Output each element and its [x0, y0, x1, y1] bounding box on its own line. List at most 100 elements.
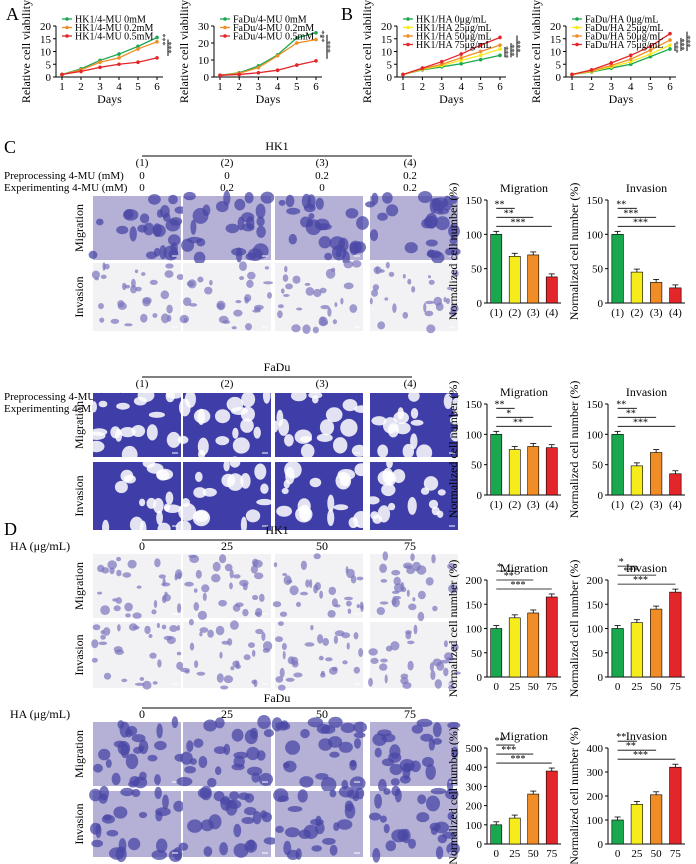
cell-blob	[99, 317, 105, 323]
group-label: (4)	[404, 157, 417, 169]
cell-blob	[189, 758, 197, 765]
significance-label: ***	[320, 30, 329, 42]
y-tick-label: 50	[592, 648, 604, 660]
data-point	[295, 41, 299, 45]
cell-blob	[90, 401, 98, 413]
cell-blob	[283, 294, 290, 297]
row-label-migration: Migration	[72, 401, 86, 449]
legend-marker	[223, 17, 227, 21]
cell-blob	[261, 632, 266, 641]
cell-blob	[247, 271, 256, 280]
cell-blob	[96, 218, 104, 226]
cell-blob	[156, 622, 160, 629]
x-tick-label: 1	[569, 81, 575, 93]
cell-blob	[141, 272, 146, 276]
cell-blob	[282, 274, 289, 282]
y-tick-label: 500	[466, 743, 483, 755]
cell-blob	[240, 516, 247, 533]
cell-blob	[322, 837, 336, 845]
panel-c-bar-chart-2: 0 50 100 150 (1) (2) (3) (4) Invasion Normalized …	[567, 181, 685, 320]
cell-blob	[193, 602, 200, 611]
cell-blob	[169, 217, 183, 226]
cell-blob	[262, 387, 271, 404]
treatment-value: 0	[319, 182, 325, 194]
cell-blob	[420, 487, 430, 495]
cell-blob	[377, 321, 386, 330]
cell-blob	[200, 819, 214, 832]
y-tick-label: 10	[40, 47, 52, 59]
treatment-value: 0.2	[403, 182, 417, 194]
cell-blob	[443, 667, 449, 677]
cell-blob	[442, 831, 457, 839]
cell-blob	[392, 469, 406, 484]
cell-blob	[235, 602, 244, 607]
cell-blob	[138, 811, 148, 819]
cell-blob	[387, 423, 399, 438]
cell-blob	[152, 313, 158, 318]
cell-blob	[111, 772, 121, 786]
pretreatment-value: 0	[224, 170, 230, 182]
cell-blob	[113, 806, 128, 819]
cell-blob	[407, 640, 415, 645]
cell-blob	[385, 840, 397, 852]
cell-blob	[333, 437, 348, 454]
cell-blob	[400, 586, 407, 593]
significance-label: ***	[510, 44, 519, 56]
cell-blob	[146, 424, 158, 441]
cell-blob	[302, 324, 311, 335]
cell-blob	[252, 594, 259, 601]
bar-chart-title: Migration	[500, 561, 548, 575]
significance-label: **	[616, 399, 626, 410]
cell-blob	[445, 788, 459, 800]
cell-blob	[430, 787, 447, 795]
cell-blob	[408, 838, 416, 849]
legend-entry: FaDu/4-MU 0.5mM	[233, 32, 314, 43]
cell-blob	[207, 777, 217, 788]
bar	[490, 628, 503, 678]
cell-blob	[290, 656, 299, 666]
cell-blob	[232, 427, 239, 439]
cell-blob	[388, 271, 395, 277]
cell-blob	[331, 267, 336, 272]
cell-blob	[156, 838, 168, 853]
cell-blob	[247, 839, 256, 851]
micrograph-invasion-1	[89, 785, 185, 862]
significance-label: ***	[501, 745, 516, 756]
cell-blob	[402, 274, 406, 279]
x-tick-label: (2)	[630, 307, 643, 319]
cell-blob	[428, 279, 435, 285]
cell-blob	[231, 326, 237, 330]
cell-blob	[416, 565, 427, 575]
bar	[650, 282, 663, 304]
cell-blob	[425, 577, 434, 586]
x-tick-label: 4	[275, 81, 281, 93]
cell-blob	[116, 569, 122, 577]
dose-value: 75	[404, 539, 416, 553]
cell-blob	[447, 286, 453, 290]
cell-blob	[197, 787, 211, 799]
cell-blob	[275, 825, 284, 834]
cell-blob	[445, 657, 455, 661]
cell-blob	[184, 581, 194, 587]
y-tick-label: 0	[556, 72, 562, 84]
cell-blob	[183, 297, 192, 306]
row-label-invasion: Invasion	[72, 276, 86, 317]
data-point	[629, 59, 633, 64]
x-tick-label: 6	[154, 81, 160, 93]
cell-blob	[202, 592, 207, 602]
cell-blob	[196, 238, 206, 247]
bar-chart-title: Invasion	[626, 181, 667, 195]
cell-blob	[320, 305, 330, 310]
cell-blob	[115, 597, 123, 604]
cell-blob	[443, 296, 447, 303]
cell-blob	[435, 846, 444, 860]
bar	[508, 256, 521, 304]
cell-blob	[224, 563, 233, 572]
cell-blob	[284, 460, 302, 479]
cell-blob	[195, 471, 203, 482]
series-line-1	[61, 36, 158, 76]
cell-blob	[338, 786, 354, 798]
cell-blob	[168, 234, 181, 247]
cell-blob	[124, 323, 133, 327]
